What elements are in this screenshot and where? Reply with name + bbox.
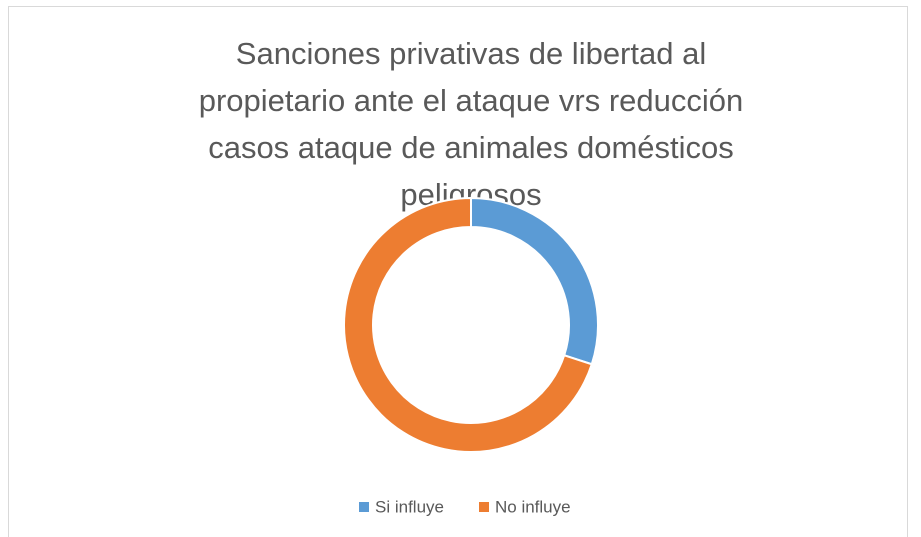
donut-segment (470, 196, 599, 366)
legend-swatch (479, 502, 489, 512)
chart-title: Sanciones privativas de libertad al prop… (198, 36, 744, 212)
legend-label: Si influye (375, 497, 444, 516)
donut-segment (343, 196, 594, 453)
legend-swatch (359, 502, 369, 512)
legend-label: No influye (495, 497, 571, 516)
chart-frame (8, 6, 908, 537)
